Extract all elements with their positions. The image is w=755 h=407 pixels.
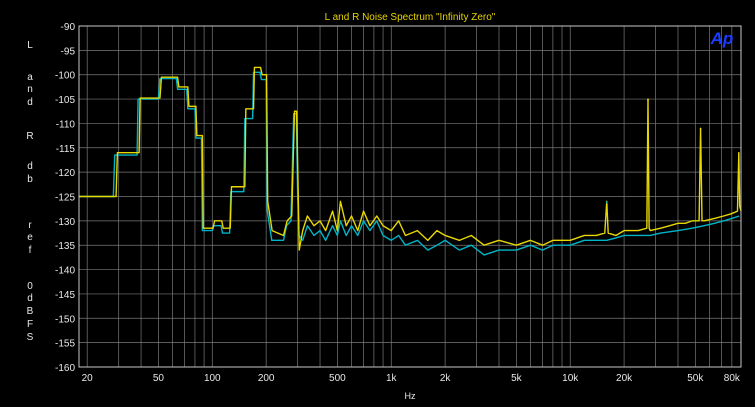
y-tick-label: -135 — [55, 241, 75, 252]
y-axis-label-letter: d — [27, 161, 33, 172]
x-tick-label: 2k — [440, 373, 452, 384]
series-line-0 — [79, 71, 740, 256]
y-axis-label-letter: a — [27, 72, 33, 83]
x-tick-label: 5k — [511, 373, 523, 384]
y-tick-label: -115 — [56, 144, 76, 155]
y-axis-label-letter: B — [27, 306, 34, 317]
y-tick-label: -110 — [56, 119, 76, 130]
y-axis-label-letter: b — [27, 174, 33, 185]
y-axis-label-letter: F — [27, 319, 33, 330]
y-tick-label: -90 — [61, 22, 76, 33]
y-axis-label-letter: n — [27, 84, 33, 95]
ap-logo: Ap — [710, 29, 734, 48]
y-tick-label: -105 — [55, 95, 75, 106]
x-tick-label: 80k — [724, 373, 741, 384]
y-axis-label-letter: d — [27, 97, 33, 108]
y-tick-label: -140 — [55, 266, 75, 277]
y-axis-label-letter: L — [27, 40, 33, 51]
y-tick-label: -160 — [55, 363, 75, 374]
y-axis-label-letter: e — [27, 232, 33, 243]
y-axis-label-letter: S — [27, 332, 34, 343]
y-tick-label: -125 — [55, 193, 75, 204]
plot-frame — [78, 25, 742, 368]
y-axis-label-letter: r — [28, 220, 32, 231]
y-tick-label: -130 — [55, 217, 75, 228]
y-tick-label: -120 — [55, 168, 75, 179]
y-tick-label: -100 — [55, 71, 75, 82]
x-tick-label: 200 — [258, 373, 275, 384]
x-tick-label: 10k — [562, 373, 579, 384]
y-axis-label-letter: 0 — [27, 281, 33, 292]
y-axis-label-letter: R — [26, 131, 33, 142]
grid-layer — [79, 25, 742, 368]
y-tick-label: -150 — [55, 314, 75, 325]
x-tick-label: 20k — [616, 373, 633, 384]
x-axis-label: Hz — [405, 391, 416, 401]
tick-labels: 20 50 100 200 500 1k 2k 5k 10k 20k 50k 80k -90 -95 -10… — [55, 22, 741, 384]
x-tick-label: 20 — [82, 373, 94, 384]
x-tick-label: 1k — [386, 373, 398, 384]
chart-title: L and R Noise Spectrum "Infinity Zero" — [325, 12, 496, 23]
y-tick-label: -155 — [55, 339, 75, 350]
x-tick-label: 50k — [687, 373, 704, 384]
y-axis-label-letter: d — [27, 293, 33, 304]
y-tick-label: -95 — [61, 46, 76, 57]
x-tick-label: 50 — [153, 373, 165, 384]
series-line-1 — [79, 66, 742, 251]
x-tick-label: 500 — [329, 373, 346, 384]
y-axis-label-letter: f — [29, 245, 32, 256]
x-tick-label: 100 — [204, 373, 221, 384]
series-layer — [79, 66, 742, 256]
y-tick-label: -145 — [55, 290, 75, 301]
